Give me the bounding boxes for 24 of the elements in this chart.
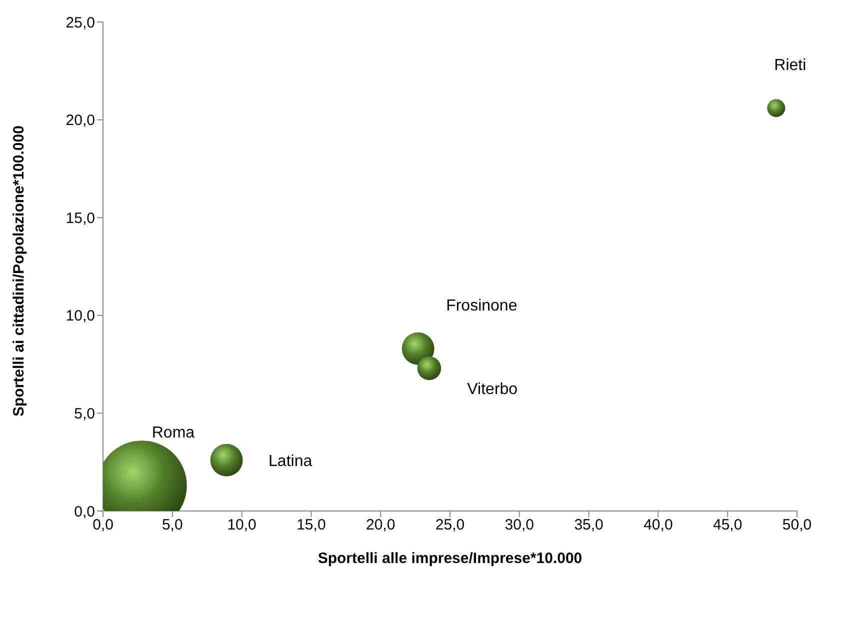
y-tick-label: 10,0 bbox=[66, 308, 95, 325]
x-axis-title: Sportelli alle imprese/Imprese*10.000 bbox=[318, 550, 582, 567]
x-tick-label: 25,0 bbox=[435, 516, 465, 534]
annotation: Latina bbox=[268, 453, 312, 470]
annotation: Frosinone bbox=[446, 298, 518, 315]
x-tick-label: 10,0 bbox=[227, 516, 256, 534]
x-tick-label: 20,0 bbox=[366, 516, 396, 534]
x-tick-label: 45,0 bbox=[713, 516, 742, 534]
annotation: Roma bbox=[152, 424, 195, 442]
x-tick-label: 35,0 bbox=[574, 516, 604, 534]
x-tick-label: 30,0 bbox=[504, 516, 534, 534]
x-tick-label: 40,0 bbox=[644, 516, 673, 534]
y-tick-label: 0,0 bbox=[74, 503, 95, 520]
y-axis-title: Sportelli ai cittadini/Popolazione*100.000 bbox=[10, 126, 28, 416]
annotation: Viterbo bbox=[467, 381, 518, 398]
x-tick-label: 50,0 bbox=[782, 516, 812, 534]
y-tick-label: 15,0 bbox=[66, 210, 95, 227]
x-tick-label: 5,0 bbox=[162, 516, 183, 534]
x-tick-label: 15,0 bbox=[296, 516, 326, 534]
y-tick-label: 5,0 bbox=[74, 406, 95, 423]
annotation: Rieti bbox=[774, 57, 806, 74]
y-tick-label: 20,0 bbox=[66, 112, 95, 130]
y-tick-label: 25,0 bbox=[66, 14, 95, 32]
x-tick-label: 0,0 bbox=[92, 516, 114, 534]
